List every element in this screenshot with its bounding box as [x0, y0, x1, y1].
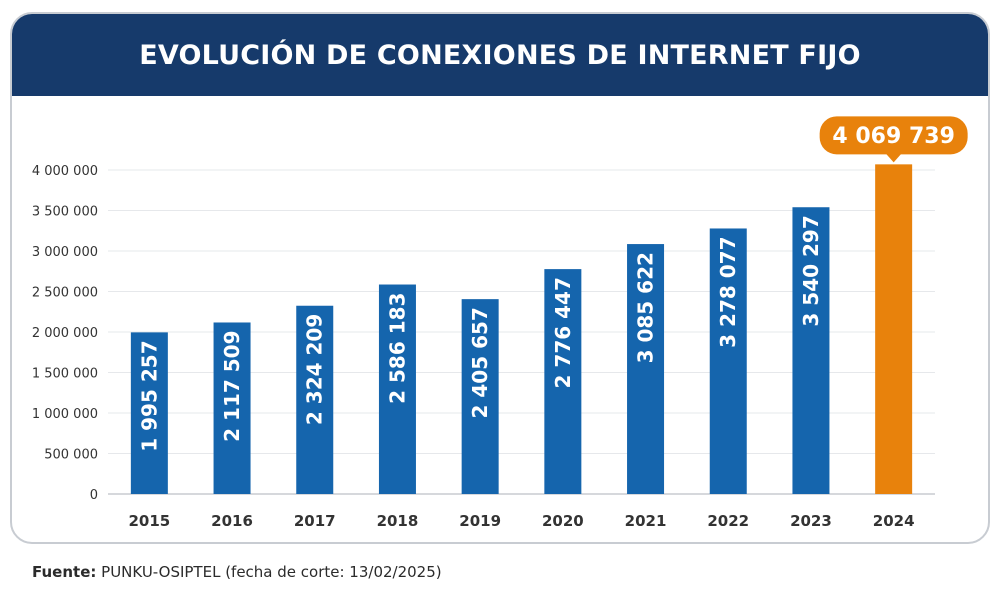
bar-2018	[378, 284, 416, 494]
source-text: PUNKU-OSIPTEL (fecha de corte: 13/02/202…	[96, 563, 442, 581]
x-tick-label: 2017	[294, 512, 336, 530]
callout-pointer	[885, 153, 902, 163]
y-tick-label: 1 000 000	[32, 407, 98, 422]
highlight-callout	[819, 116, 968, 155]
bar-value-label: 2 586 183	[385, 293, 409, 404]
y-tick-label: 3 500 000	[32, 205, 98, 220]
y-tick-label: 500 000	[44, 448, 98, 463]
bar-2015	[130, 332, 168, 494]
bar-value-label: 2 324 209	[303, 314, 327, 425]
bar-2024	[875, 164, 913, 494]
source-note: Fuente: PUNKU-OSIPTEL (fecha de corte: 1…	[32, 563, 442, 581]
x-tick-label: 2019	[459, 512, 501, 530]
x-tick-label: 2022	[707, 512, 749, 530]
y-tick-label: 2 000 000	[32, 326, 98, 341]
bar-2016	[213, 322, 251, 494]
x-tick-label: 2023	[790, 512, 832, 530]
source-label: Fuente:	[32, 563, 97, 581]
y-tick-label: 4 000 000	[32, 164, 98, 179]
bar-value-label: 2 776 447	[551, 277, 575, 388]
bar-2017	[296, 305, 334, 494]
highlight-value-label: 4 069 739	[832, 124, 954, 149]
bar-value-label: 3 540 297	[799, 215, 823, 326]
y-tick-label: 0	[90, 488, 98, 503]
bar-2023	[792, 207, 830, 494]
x-tick-label: 2020	[542, 512, 584, 530]
x-tick-label: 2016	[211, 512, 253, 530]
x-tick-label: 2018	[377, 512, 419, 530]
y-tick-label: 3 000 000	[32, 245, 98, 260]
x-tick-label: 2015	[128, 512, 170, 530]
y-tick-label: 1 500 000	[32, 367, 98, 382]
bar-value-label: 2 117 509	[220, 330, 244, 441]
bar-value-label: 3 278 077	[716, 236, 740, 347]
bar-2020	[544, 269, 582, 494]
bar-2022	[709, 228, 747, 494]
bar-value-label: 3 085 622	[634, 252, 658, 363]
chart-header: EVOLUCIÓN DE CONEXIONES DE INTERNET FIJO	[12, 14, 988, 96]
bar-value-label: 2 405 657	[468, 307, 492, 418]
chart-title: EVOLUCIÓN DE CONEXIONES DE INTERNET FIJO	[139, 39, 861, 71]
x-tick-label: 2021	[625, 512, 667, 530]
y-tick-label: 2 500 000	[32, 286, 98, 301]
bar-value-label: 1 995 257	[137, 340, 161, 451]
x-tick-label: 2024	[873, 512, 915, 530]
bar-2019	[461, 299, 499, 494]
bar-2021	[627, 244, 665, 494]
